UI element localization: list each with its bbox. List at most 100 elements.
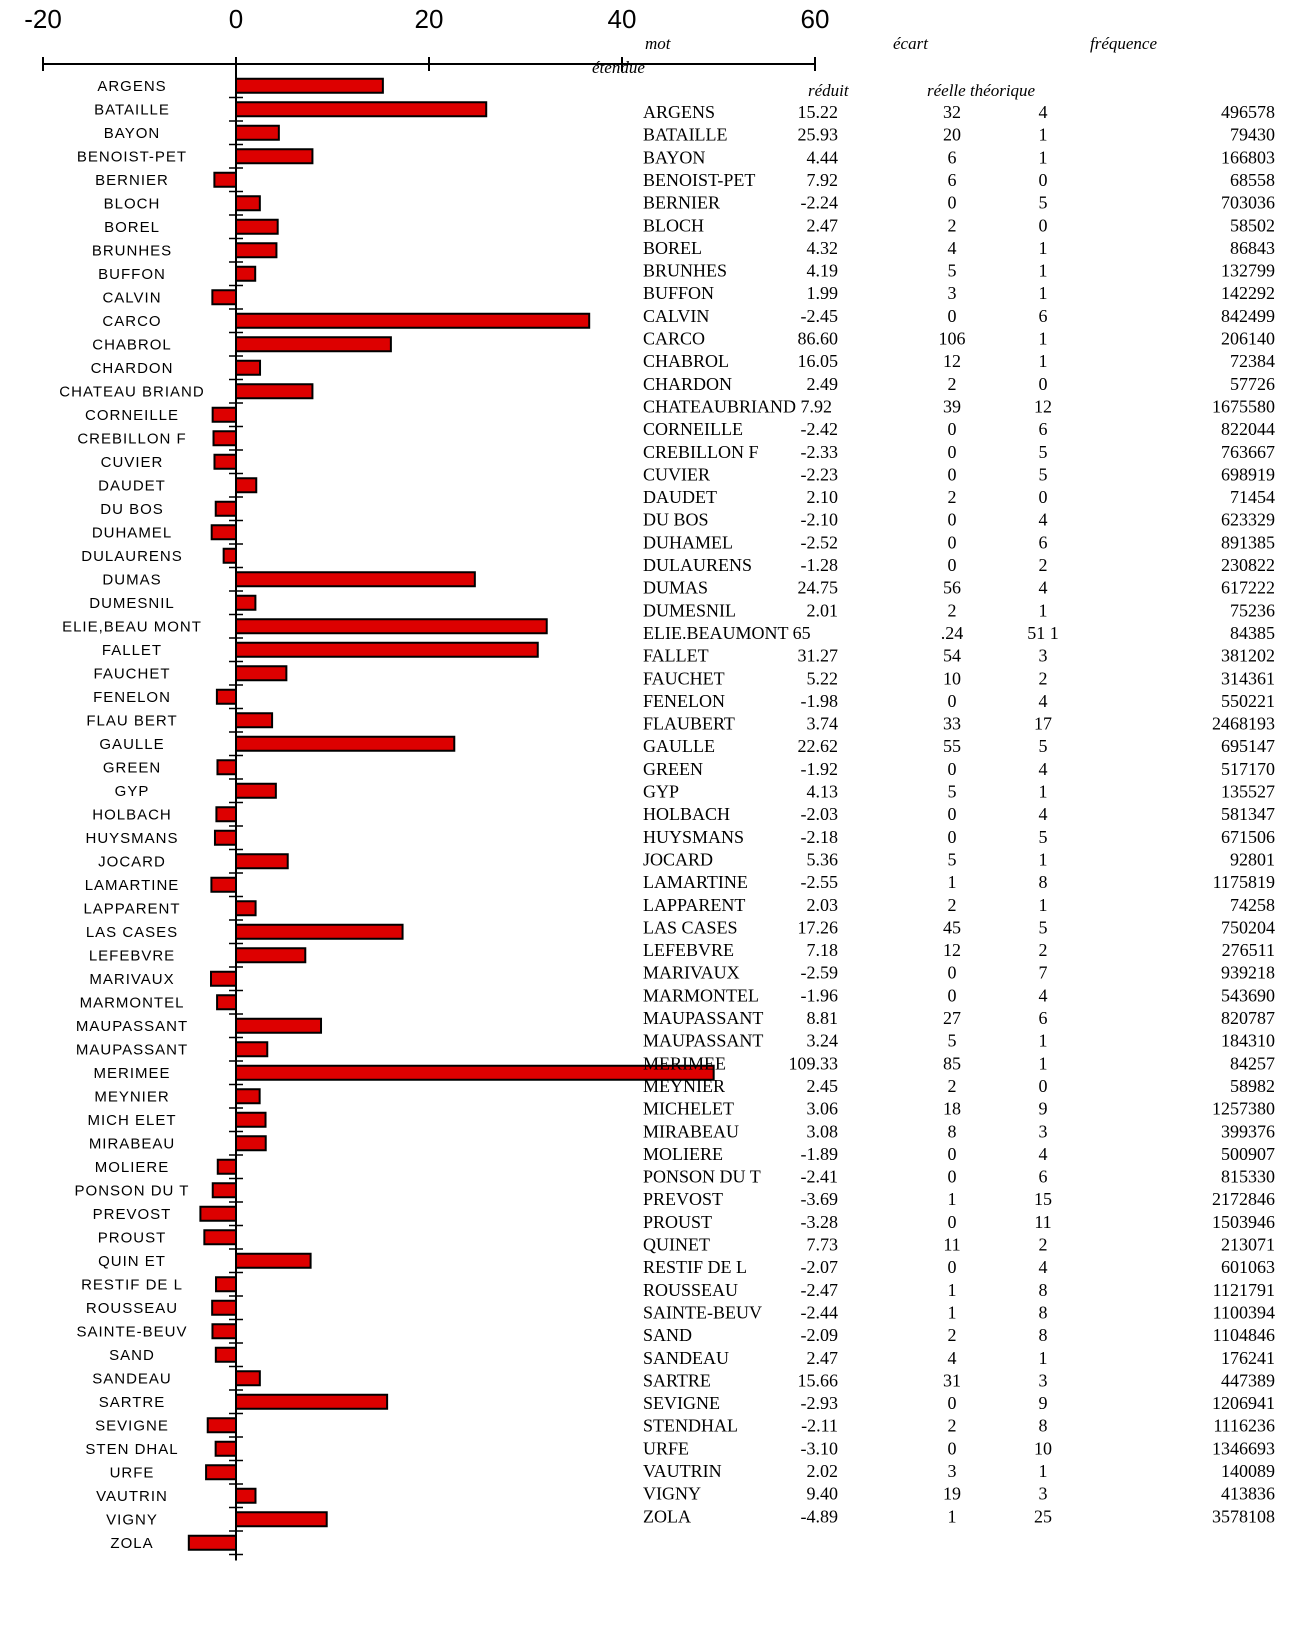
table-cell: 1: [948, 1302, 957, 1322]
table-cell: 6: [1039, 419, 1048, 439]
category-label: STEN DHAL: [85, 1441, 178, 1458]
category-label: BOREL: [104, 219, 160, 236]
table-cell: 1: [1039, 261, 1048, 281]
bar: [235, 641, 539, 658]
bar: [235, 1252, 312, 1269]
table-cell: 2.03: [807, 895, 839, 915]
bar: [235, 900, 257, 917]
bar: [203, 1229, 238, 1246]
table-cell: -2.55: [801, 872, 839, 892]
table-cell: 1: [948, 1189, 957, 1209]
bar: [235, 383, 314, 400]
table-cell: -2.33: [801, 442, 839, 462]
table-cell: 3.08: [807, 1121, 839, 1141]
table-cell: 10: [1034, 1438, 1052, 1458]
table-cell: 86.60: [798, 329, 839, 349]
table-cell: 517170: [1221, 759, 1275, 779]
table-cell: 15: [1034, 1189, 1052, 1209]
table-cell: 4.44: [807, 147, 839, 167]
table-cell: 6: [1039, 1008, 1048, 1028]
table-cell: JOCARD: [643, 849, 713, 869]
table-cell: 1: [1039, 782, 1048, 802]
table-cell: 4: [948, 238, 957, 258]
table-cell: 2: [948, 600, 957, 620]
table-cell: DU BOS: [643, 510, 709, 530]
table-cell: 0: [1039, 487, 1048, 507]
table-cell: 6: [948, 170, 957, 190]
table-cell: 6: [1039, 306, 1048, 326]
table-cell: 1: [1039, 849, 1048, 869]
table-cell: CHARDON: [643, 374, 732, 394]
bar: [235, 218, 279, 235]
table-cell: 0: [948, 1212, 957, 1232]
table-cell: 4: [1039, 1257, 1048, 1277]
table-cell: ZOLA: [643, 1506, 691, 1526]
bar: [206, 1417, 237, 1434]
table-cell: 17: [1034, 714, 1052, 734]
table-cell: 5: [948, 849, 957, 869]
bar: [235, 853, 289, 870]
table-cell: 2.45: [807, 1076, 839, 1096]
bar: [214, 1346, 237, 1363]
table-cell: 12: [1034, 396, 1052, 416]
table-cell: -2.52: [801, 532, 839, 552]
table-cell: VAUTRIN: [643, 1461, 722, 1481]
category-label: MARIVAUX: [89, 971, 174, 988]
table-cell: 7.18: [807, 940, 839, 960]
table-cell: -2.59: [801, 963, 839, 983]
table-cell: ROUSSEAU: [643, 1280, 738, 1300]
table-cell: .24: [941, 623, 964, 643]
table-cell: 1100394: [1213, 1302, 1275, 1322]
table-cell: 68558: [1230, 170, 1275, 190]
table-cell: 0: [1039, 215, 1048, 235]
table-cell: 32: [943, 102, 961, 122]
table-cell: 8: [1039, 872, 1048, 892]
category-label: BAYON: [104, 125, 160, 142]
bar: [235, 242, 278, 259]
table-cell: 842499: [1221, 306, 1275, 326]
table-cell: 1175819: [1213, 872, 1275, 892]
table-cell: 15.22: [798, 102, 839, 122]
table-cell: BLOCH: [643, 215, 704, 235]
table-cell: 5: [1039, 917, 1048, 937]
table-cell: BERNIER: [643, 193, 720, 213]
table-cell: SANDEAU: [643, 1348, 729, 1368]
table-cell: 550221: [1221, 691, 1275, 711]
bar: [235, 336, 392, 353]
table-cell: 2.47: [807, 215, 839, 235]
category-label: ARGENS: [97, 78, 166, 95]
bar: [215, 688, 238, 705]
table-cell: 413836: [1221, 1484, 1275, 1504]
table-cell: 9: [1039, 1393, 1048, 1413]
table-cell: 2.01: [807, 600, 839, 620]
category-label: SARTRE: [99, 1394, 166, 1411]
table-cell: 57726: [1230, 374, 1275, 394]
table-cell: 2468193: [1212, 714, 1275, 734]
table-cell: BAYON: [643, 147, 705, 167]
table-cell: MIRABEAU: [643, 1121, 739, 1141]
table-cell: -2.47: [801, 1280, 839, 1300]
table-cell: MOLIERE: [643, 1144, 723, 1164]
table-cell: 4.19: [807, 261, 839, 281]
table-cell: 0: [948, 1438, 957, 1458]
bar: [215, 1276, 238, 1293]
table-cell: 695147: [1221, 736, 1275, 756]
table-cell: 3: [1039, 1370, 1048, 1390]
bar: [213, 171, 238, 188]
category-label: MEYNIER: [94, 1088, 169, 1105]
category-label: LAMARTINE: [85, 877, 180, 894]
category-label: BUFFON: [98, 266, 166, 283]
table-cell: 3: [1039, 1484, 1048, 1504]
bar: [211, 1299, 238, 1316]
table-cell: 4: [1039, 578, 1048, 598]
table-cell: URFE: [643, 1438, 689, 1458]
category-label: MICH ELET: [87, 1112, 176, 1129]
category-label: DUMESNIL: [89, 595, 175, 612]
table-cell: 0: [948, 963, 957, 983]
table-cell: 1: [1039, 1461, 1048, 1481]
bar: [215, 806, 238, 823]
table-cell: 56: [943, 578, 961, 598]
table-cell: MERIMEE: [643, 1053, 726, 1073]
table-cell: PROUST: [643, 1212, 712, 1232]
table-cell: 230822: [1221, 555, 1275, 575]
